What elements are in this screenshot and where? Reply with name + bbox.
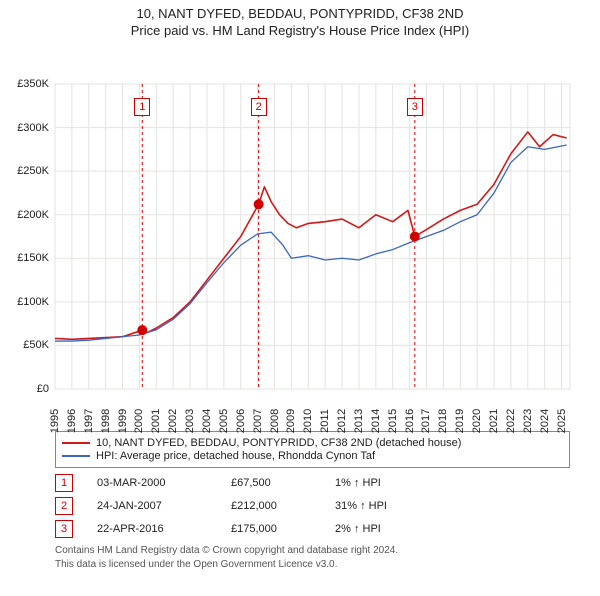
transaction-price: £212,000 [231,500,311,512]
y-tick-label: £150K [0,252,49,264]
legend-swatch [62,442,90,444]
y-tick-label: £200K [0,209,49,221]
footer-line-2: This data is licensed under the Open Gov… [55,558,570,572]
x-tick-label: 2003 [184,409,196,433]
y-tick-label: £100K [0,296,49,308]
x-tick-label: 2004 [201,409,213,433]
x-tick-label: 2020 [471,409,483,433]
price-chart: £0£50K£100K£150K£200K£250K£300K£350K1995… [0,38,600,423]
y-tick-label: £0 [0,383,49,395]
x-tick-label: 2007 [252,409,264,433]
legend-label: 10, NANT DYFED, BEDDAU, PONTYPRIDD, CF38… [96,437,461,449]
x-tick-label: 2000 [133,409,145,433]
x-tick-label: 2022 [505,409,517,433]
chart-flag: 3 [407,98,423,116]
x-tick-label: 2024 [539,409,551,433]
y-tick-label: £300K [0,122,49,134]
y-tick-label: £250K [0,165,49,177]
transaction-hpi-diff: 1% ↑ HPI [335,477,381,489]
transaction-date: 22-APR-2016 [97,523,207,535]
x-tick-label: 2008 [269,409,281,433]
chart-flag: 1 [134,98,150,116]
transaction-date: 24-JAN-2007 [97,500,207,512]
x-tick-label: 2012 [336,409,348,433]
x-tick-label: 2018 [437,409,449,433]
x-tick-label: 2002 [167,409,179,433]
x-tick-label: 2011 [319,409,331,433]
footer-attribution: Contains HM Land Registry data © Crown c… [55,544,570,572]
y-tick-label: £50K [0,339,49,351]
x-tick-label: 2001 [150,409,162,433]
x-tick-label: 2023 [522,409,534,433]
x-tick-label: 2017 [420,409,432,433]
x-tick-label: 2014 [370,409,382,433]
title-line-1: 10, NANT DYFED, BEDDAU, PONTYPRIDD, CF38… [0,6,600,21]
x-tick-label: 1998 [100,409,112,433]
x-tick-label: 2005 [218,409,230,433]
x-tick-label: 1996 [66,409,78,433]
legend-item: 10, NANT DYFED, BEDDAU, PONTYPRIDD, CF38… [62,437,563,449]
x-tick-label: 2006 [235,409,247,433]
legend-label: HPI: Average price, detached house, Rhon… [96,450,375,462]
transaction-price: £175,000 [231,523,311,535]
x-tick-label: 2019 [454,409,466,433]
legend: 10, NANT DYFED, BEDDAU, PONTYPRIDD, CF38… [55,431,570,468]
x-tick-label: 1995 [49,409,61,433]
x-tick-label: 1999 [117,409,129,433]
x-tick-label: 2025 [556,409,568,433]
transaction-number: 2 [55,497,73,515]
x-tick-label: 2013 [353,409,365,433]
transaction-hpi-diff: 2% ↑ HPI [335,523,381,535]
title-line-2: Price paid vs. HM Land Registry's House … [0,23,600,38]
transaction-row: 3 22-APR-2016 £175,000 2% ↑ HPI [55,520,570,538]
transaction-number: 3 [55,520,73,538]
transaction-row: 2 24-JAN-2007 £212,000 31% ↑ HPI [55,497,570,515]
transactions-table: 1 03-MAR-2000 £67,500 1% ↑ HPI 2 24-JAN-2007 £… [55,474,570,538]
footer-line-1: Contains HM Land Registry data © Crown c… [55,544,570,558]
transaction-price: £67,500 [231,477,311,489]
transaction-hpi-diff: 31% ↑ HPI [335,500,387,512]
legend-swatch [62,455,90,457]
chart-flag: 2 [251,98,267,116]
x-tick-label: 2016 [404,409,416,433]
legend-item: HPI: Average price, detached house, Rhon… [62,450,563,462]
y-tick-label: £350K [0,78,49,90]
x-tick-label: 2010 [302,409,314,433]
x-tick-label: 2021 [488,409,500,433]
transaction-number: 1 [55,474,73,492]
transaction-row: 1 03-MAR-2000 £67,500 1% ↑ HPI [55,474,570,492]
x-tick-label: 1997 [83,409,95,433]
x-tick-label: 2015 [387,409,399,433]
x-tick-label: 2009 [285,409,297,433]
transaction-date: 03-MAR-2000 [97,477,207,489]
